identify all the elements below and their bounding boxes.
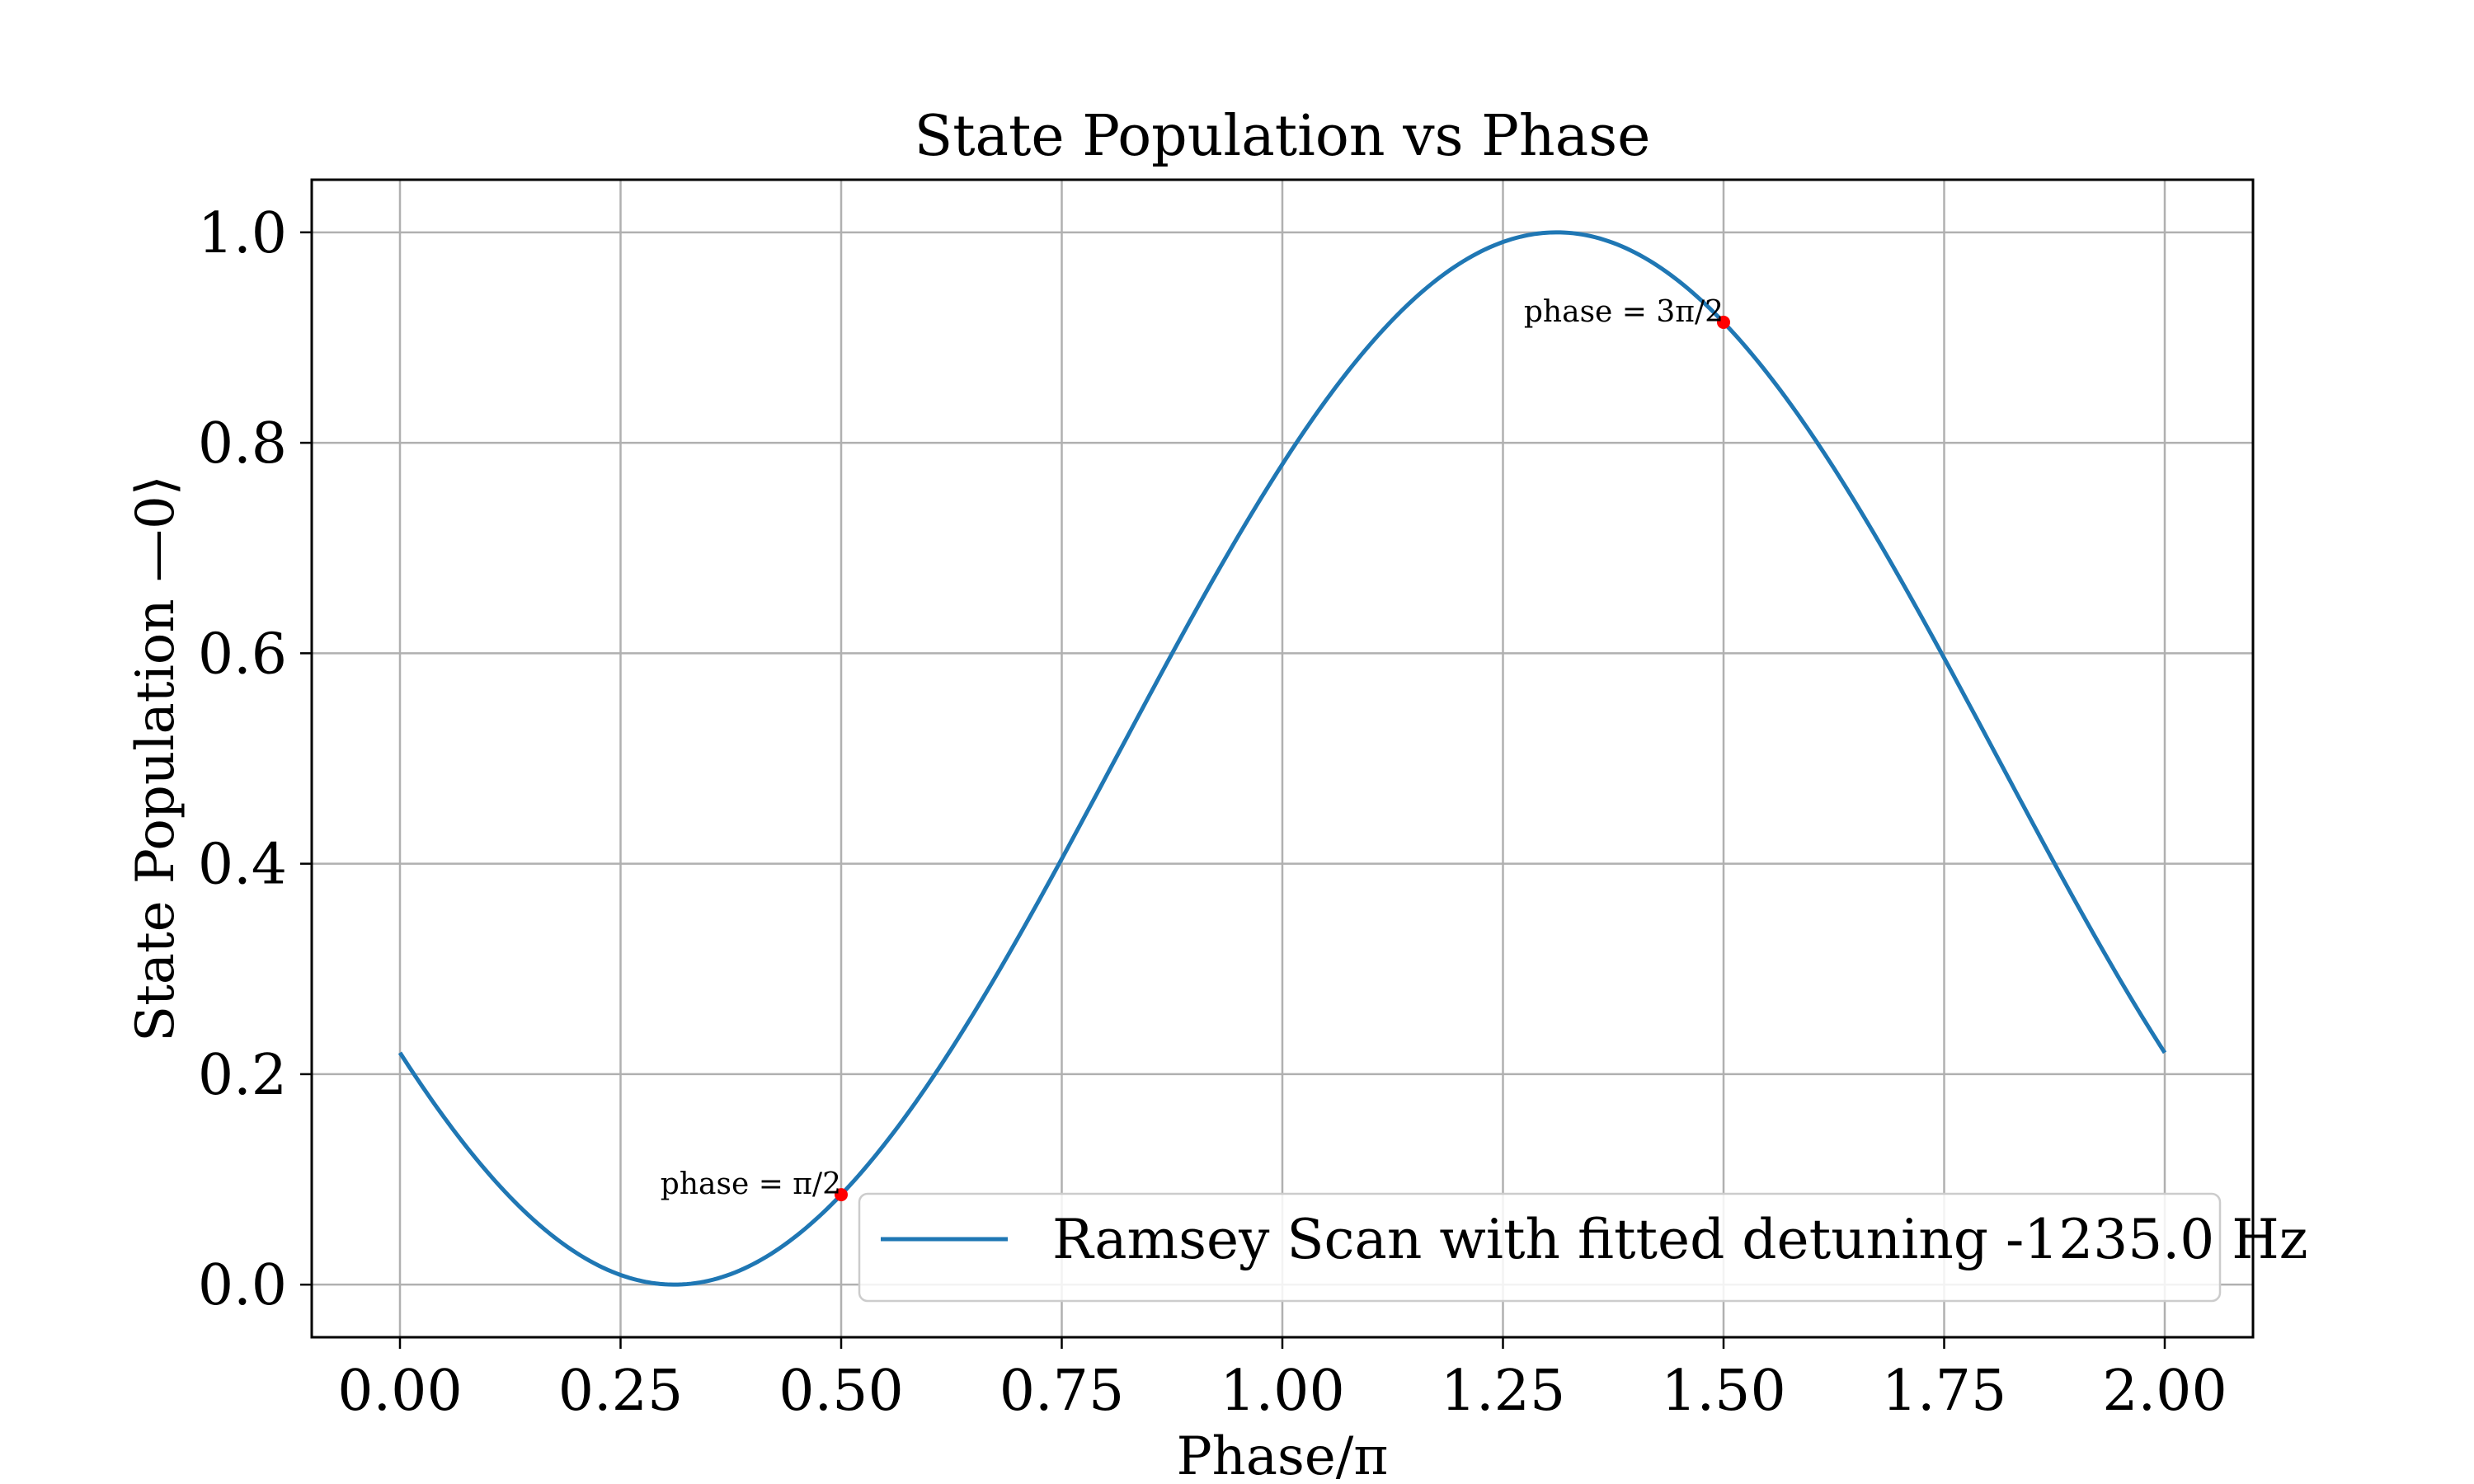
annotation-label: phase = π/2 (661, 1167, 841, 1201)
x-tick-label: 1.25 (1441, 1359, 1565, 1424)
y-tick-label: 0.2 (198, 1043, 287, 1108)
x-axis-label: Phase/π (1177, 1426, 1389, 1484)
y-tick-label: 0.4 (198, 833, 287, 898)
series-line (397, 230, 2167, 1287)
annotation-label: phase = 3π/2 (1524, 295, 1724, 329)
axis-ticks: 0.00 0.25 0.50 0.75 1.00 1.25 1.50 1.75 2.00 0.0 0… (198, 201, 2227, 1424)
legend: Ramsey Scan with fitted detuning -1235.0… (858, 1192, 2308, 1303)
y-axis-label: State Population —0⟩ (125, 475, 186, 1041)
y-tick-label: 0.6 (198, 622, 287, 687)
legend-frame (858, 1192, 2222, 1303)
x-tick-label: 0.00 (337, 1359, 462, 1424)
annotations: phase = π/2 phase = 3π/2 (661, 295, 1730, 1202)
legend-label: Ramsey Scan with fitted detuning -1235.0… (1052, 1208, 2308, 1271)
annotation-marker (835, 1188, 848, 1202)
x-tick-label: 0.25 (558, 1359, 683, 1424)
annotation-marker (1717, 315, 1730, 329)
y-tick-label: 1.0 (198, 201, 287, 266)
y-tick-label: 0.8 (198, 411, 287, 477)
chart-title: State Population vs Phase (915, 104, 1651, 169)
plot-series (397, 230, 2167, 1287)
x-tick-label: 1.50 (1661, 1359, 1785, 1424)
x-tick-label: 1.00 (1220, 1359, 1344, 1424)
x-tick-label: 0.50 (778, 1359, 903, 1424)
x-tick-label: 2.00 (2102, 1359, 2227, 1424)
x-tick-label: 0.75 (999, 1359, 1124, 1424)
x-tick-label: 1.75 (1882, 1359, 2006, 1424)
y-tick-label: 0.0 (198, 1253, 287, 1318)
